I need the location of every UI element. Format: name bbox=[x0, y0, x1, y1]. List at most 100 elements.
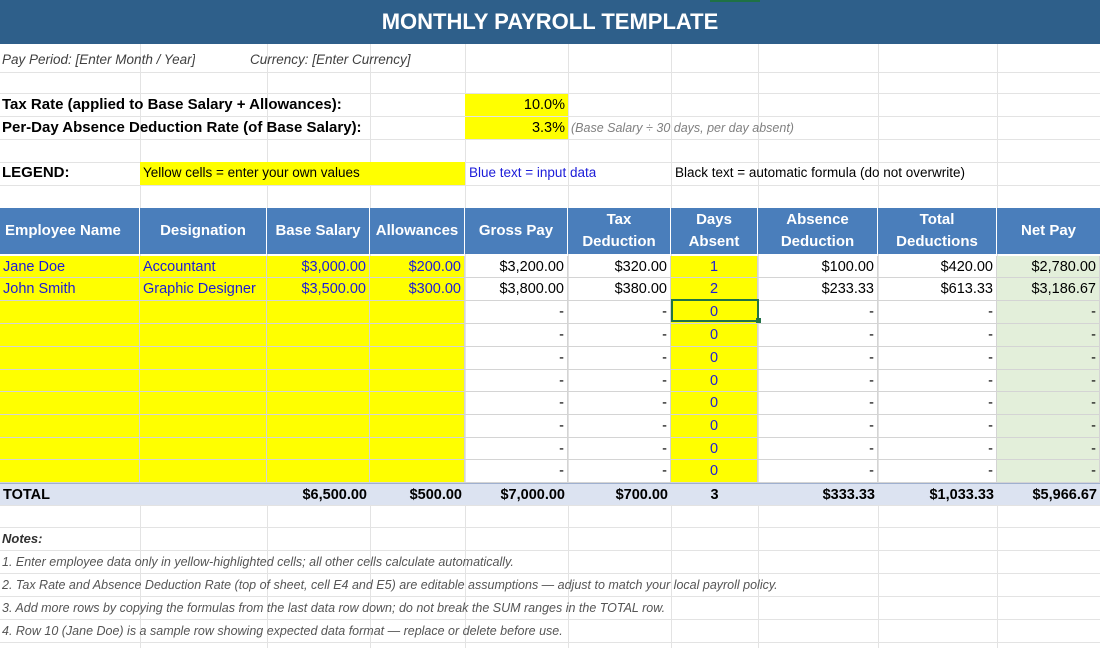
cell-employee-name[interactable] bbox=[0, 324, 140, 347]
header-gross-pay[interactable]: Gross Pay bbox=[465, 208, 568, 254]
cell-gross-pay[interactable]: - bbox=[465, 347, 568, 370]
cell-absence-deduction[interactable]: - bbox=[758, 347, 878, 370]
total-total-deductions[interactable]: $1,033.33 bbox=[878, 483, 997, 505]
cell-employee-name[interactable]: Jane Doe bbox=[0, 256, 140, 278]
cell-net-pay[interactable]: - bbox=[997, 460, 1100, 483]
cell-allowances[interactable] bbox=[370, 370, 465, 392]
total-designation[interactable] bbox=[140, 483, 267, 505]
cell-days-absent[interactable]: 0 bbox=[671, 392, 758, 415]
cell-days-absent[interactable]: 0 bbox=[671, 438, 758, 460]
cell-absence-deduction[interactable]: - bbox=[758, 370, 878, 392]
cell-base-salary[interactable] bbox=[267, 438, 370, 460]
cell-days-absent[interactable]: 0 bbox=[671, 324, 758, 347]
cell-base-salary[interactable] bbox=[267, 347, 370, 370]
cell-designation[interactable] bbox=[140, 438, 267, 460]
cell-designation[interactable] bbox=[140, 370, 267, 392]
cell-net-pay[interactable]: $2,780.00 bbox=[997, 256, 1100, 278]
cell-allowances[interactable] bbox=[370, 392, 465, 415]
cell-days-absent[interactable]: 0 bbox=[671, 415, 758, 438]
cell-tax-deduction[interactable]: - bbox=[568, 460, 671, 483]
cell-base-salary[interactable] bbox=[267, 301, 370, 324]
cell-allowances[interactable] bbox=[370, 415, 465, 438]
cell-employee-name[interactable]: John Smith bbox=[0, 278, 140, 301]
cell-base-salary[interactable] bbox=[267, 392, 370, 415]
total-absence-deduction[interactable]: $333.33 bbox=[758, 483, 878, 505]
cell-designation[interactable]: Graphic Designer bbox=[140, 278, 267, 301]
cell-absence-deduction[interactable]: - bbox=[758, 301, 878, 324]
cell-employee-name[interactable] bbox=[0, 301, 140, 324]
fill-handle[interactable] bbox=[756, 318, 761, 323]
cell-employee-name[interactable] bbox=[0, 370, 140, 392]
sheet-title-banner[interactable]: MONTHLY PAYROLL TEMPLATE bbox=[0, 0, 1100, 44]
cell-allowances[interactable] bbox=[370, 301, 465, 324]
cell-employee-name[interactable] bbox=[0, 415, 140, 438]
cell-designation[interactable] bbox=[140, 415, 267, 438]
cell-tax-deduction[interactable]: - bbox=[568, 392, 671, 415]
cell-tax-deduction[interactable]: $320.00 bbox=[568, 256, 671, 278]
cell-days-absent[interactable]: 2 bbox=[671, 278, 758, 301]
cell-allowances[interactable] bbox=[370, 460, 465, 483]
cell-absence-deduction[interactable]: - bbox=[758, 324, 878, 347]
cell-net-pay[interactable]: $3,186.67 bbox=[997, 278, 1100, 301]
header-days-absent[interactable]: Days Absent bbox=[671, 208, 758, 254]
cell-days-absent[interactable]: 1 bbox=[671, 256, 758, 278]
total-days-absent[interactable]: 3 bbox=[671, 483, 758, 505]
header-base-salary[interactable]: Base Salary bbox=[267, 208, 370, 254]
cell-allowances[interactable] bbox=[370, 324, 465, 347]
cell-designation[interactable]: Accountant bbox=[140, 256, 267, 278]
total-base-salary[interactable]: $6,500.00 bbox=[267, 483, 370, 505]
cell-employee-name[interactable] bbox=[0, 460, 140, 483]
pay-period-cell[interactable]: Pay Period: [Enter Month / Year] bbox=[2, 52, 196, 67]
cell-base-salary[interactable]: $3,000.00 bbox=[267, 256, 370, 278]
cell-total-deductions[interactable]: - bbox=[878, 415, 997, 438]
header-total-deductions[interactable]: Total Deductions bbox=[878, 208, 997, 254]
total-tax-deduction[interactable]: $700.00 bbox=[568, 483, 671, 505]
cell-total-deductions[interactable]: - bbox=[878, 370, 997, 392]
cell-days-absent[interactable]: 0 bbox=[671, 347, 758, 370]
absence-rate-input[interactable]: 3.3% bbox=[465, 117, 568, 139]
cell-net-pay[interactable]: - bbox=[997, 370, 1100, 392]
cell-total-deductions[interactable]: $420.00 bbox=[878, 256, 997, 278]
cell-absence-deduction[interactable]: - bbox=[758, 438, 878, 460]
cell-net-pay[interactable]: - bbox=[997, 324, 1100, 347]
cell-days-absent[interactable]: 0 bbox=[671, 370, 758, 392]
cell-designation[interactable] bbox=[140, 301, 267, 324]
cell-allowances[interactable] bbox=[370, 347, 465, 370]
cell-total-deductions[interactable]: - bbox=[878, 392, 997, 415]
cell-tax-deduction[interactable]: - bbox=[568, 415, 671, 438]
cell-absence-deduction[interactable]: $233.33 bbox=[758, 278, 878, 301]
header-net-pay[interactable]: Net Pay bbox=[997, 208, 1100, 254]
cell-gross-pay[interactable]: - bbox=[465, 460, 568, 483]
cell-tax-deduction[interactable]: - bbox=[568, 324, 671, 347]
cell-gross-pay[interactable]: - bbox=[465, 392, 568, 415]
total-allowances[interactable]: $500.00 bbox=[370, 483, 465, 505]
cell-base-salary[interactable] bbox=[267, 460, 370, 483]
cell-designation[interactable] bbox=[140, 347, 267, 370]
cell-allowances[interactable]: $300.00 bbox=[370, 278, 465, 301]
cell-absence-deduction[interactable]: $100.00 bbox=[758, 256, 878, 278]
cell-employee-name[interactable] bbox=[0, 438, 140, 460]
cell-employee-name[interactable] bbox=[0, 347, 140, 370]
total-gross-pay[interactable]: $7,000.00 bbox=[465, 483, 568, 505]
cell-gross-pay[interactable]: - bbox=[465, 324, 568, 347]
currency-cell[interactable]: Currency: [Enter Currency] bbox=[250, 52, 411, 67]
cell-absence-deduction[interactable]: - bbox=[758, 392, 878, 415]
header-employee-name[interactable]: Employee Name bbox=[0, 208, 140, 254]
cell-tax-deduction[interactable]: $380.00 bbox=[568, 278, 671, 301]
cell-net-pay[interactable]: - bbox=[997, 392, 1100, 415]
cell-base-salary[interactable] bbox=[267, 415, 370, 438]
cell-tax-deduction[interactable]: - bbox=[568, 370, 671, 392]
cell-net-pay[interactable]: - bbox=[997, 438, 1100, 460]
header-designation[interactable]: Designation bbox=[140, 208, 267, 254]
cell-gross-pay[interactable]: $3,200.00 bbox=[465, 256, 568, 278]
cell-base-salary[interactable] bbox=[267, 370, 370, 392]
total-net-pay[interactable]: $5,966.67 bbox=[997, 483, 1100, 505]
cell-net-pay[interactable]: - bbox=[997, 347, 1100, 370]
cell-tax-deduction[interactable]: - bbox=[568, 347, 671, 370]
header-tax-deduction[interactable]: Tax Deduction bbox=[568, 208, 671, 254]
cell-net-pay[interactable]: - bbox=[997, 415, 1100, 438]
cell-employee-name[interactable] bbox=[0, 392, 140, 415]
cell-absence-deduction[interactable]: - bbox=[758, 460, 878, 483]
cell-total-deductions[interactable]: - bbox=[878, 301, 997, 324]
cell-total-deductions[interactable]: - bbox=[878, 324, 997, 347]
